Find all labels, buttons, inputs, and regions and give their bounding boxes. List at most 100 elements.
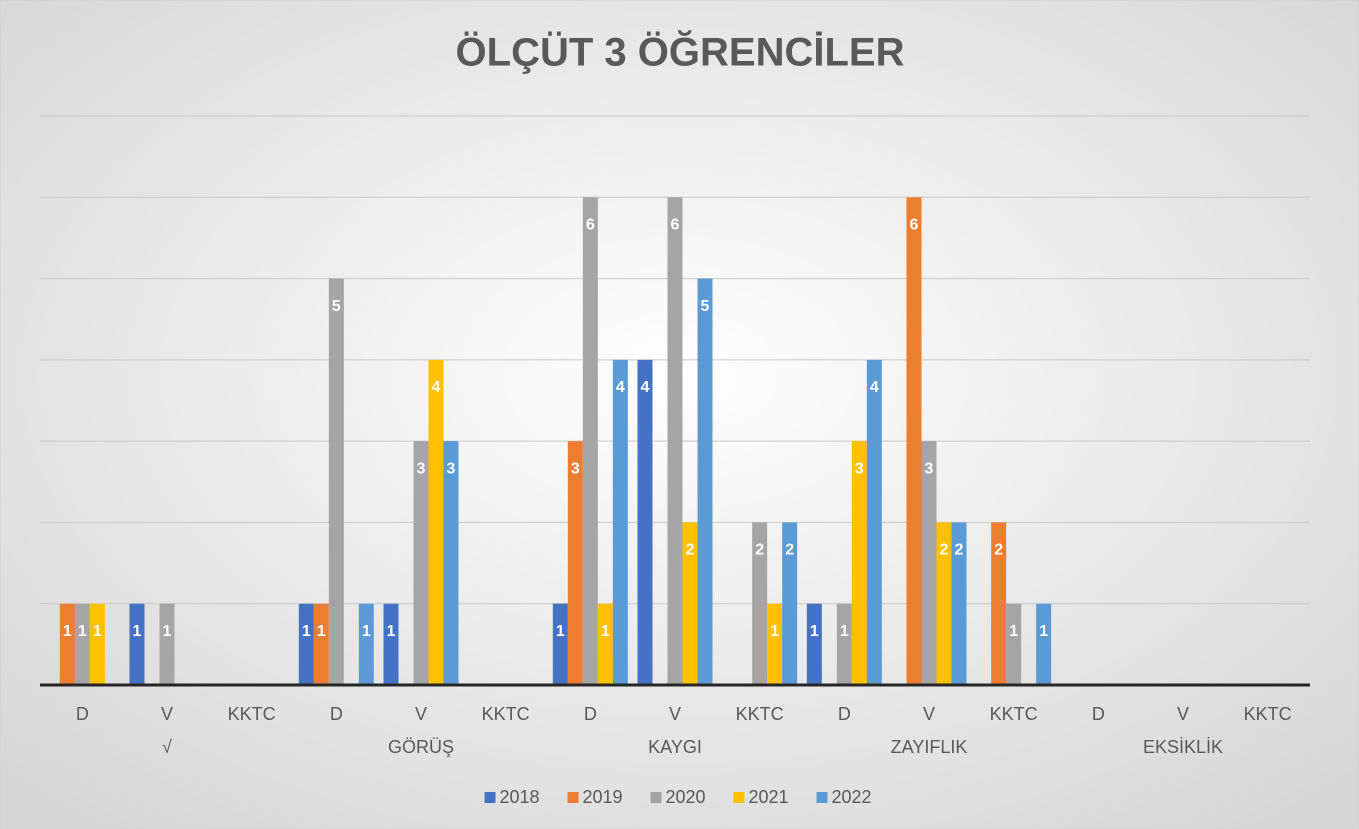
bar: [836, 603, 852, 685]
chart-title: ÖLÇÜT 3 ÖĞRENCİLER: [456, 29, 905, 75]
x-tick-label: D: [838, 704, 851, 724]
bar: [637, 359, 653, 685]
value-label: 1: [770, 623, 779, 640]
group-label: ZAYIFLIK: [891, 737, 968, 757]
value-label: 4: [432, 379, 441, 396]
value-label: 4: [616, 379, 625, 396]
x-tick-label: V: [669, 704, 681, 724]
value-label: 3: [417, 460, 426, 477]
x-tick-label: V: [1177, 704, 1189, 724]
group-label: KAYGI: [648, 737, 702, 757]
x-tick-label: V: [161, 704, 173, 724]
legend-swatch: [733, 792, 745, 803]
value-label: 1: [1039, 623, 1048, 640]
value-label: 1: [1009, 623, 1018, 640]
bar: [59, 603, 75, 685]
legend-swatch: [816, 792, 828, 803]
bar: [313, 603, 329, 685]
value-label: 4: [641, 379, 650, 396]
value-label: 6: [671, 217, 680, 234]
value-label: 1: [163, 623, 172, 640]
bar: [413, 441, 429, 685]
legend-swatch: [484, 792, 496, 803]
value-label: 1: [362, 623, 371, 640]
legend-swatch: [650, 792, 662, 803]
x-tick-label: D: [76, 704, 89, 724]
bar: [782, 522, 798, 685]
x-tick-label: D: [330, 704, 343, 724]
bar: [328, 278, 344, 685]
bar: [74, 603, 90, 685]
value-label: 4: [870, 379, 879, 396]
value-label: 1: [810, 623, 819, 640]
bar: [697, 278, 713, 685]
value-label: 1: [133, 623, 142, 640]
bar: [129, 603, 145, 685]
group-label: EKSİKLİK: [1143, 737, 1223, 757]
bar: [682, 522, 698, 685]
bar: [582, 197, 598, 686]
value-label: 6: [910, 217, 919, 234]
x-tick-label: KKTC: [482, 704, 530, 724]
value-label: 3: [447, 460, 456, 477]
value-label: 2: [686, 542, 695, 559]
value-label: 1: [601, 623, 610, 640]
bar: [597, 603, 613, 685]
x-tick-label: V: [415, 704, 427, 724]
bar: [552, 603, 568, 685]
bar: [612, 359, 628, 685]
bar: [428, 359, 444, 685]
x-tick-label: KKTC: [736, 704, 784, 724]
value-label: 1: [63, 623, 72, 640]
bar: [443, 441, 459, 685]
x-tick-label: KKTC: [228, 704, 276, 724]
legend-label: 2019: [583, 787, 623, 807]
legend-label: 2018: [500, 787, 540, 807]
value-label: 5: [332, 298, 341, 315]
value-label: 3: [571, 460, 580, 477]
value-label: 1: [302, 623, 311, 640]
bar: [567, 441, 583, 685]
x-tick-label: D: [584, 704, 597, 724]
value-label: 1: [78, 623, 87, 640]
bar: [1036, 603, 1052, 685]
bar: [906, 197, 922, 686]
value-label: 1: [387, 623, 396, 640]
value-label: 2: [755, 542, 764, 559]
legend-label: 2022: [832, 787, 872, 807]
value-label: 6: [586, 217, 595, 234]
group-label: √: [162, 737, 172, 757]
x-tick-label: KKTC: [990, 704, 1038, 724]
bar: [667, 197, 683, 686]
value-label: 2: [994, 542, 1003, 559]
value-label: 2: [955, 542, 964, 559]
legend-swatch: [567, 792, 579, 803]
bar: [383, 603, 399, 685]
bar: [752, 522, 768, 685]
value-label: 2: [940, 542, 949, 559]
value-label: 3: [855, 460, 864, 477]
bar: [1006, 603, 1022, 685]
group-label: GÖRÜŞ: [388, 737, 454, 757]
bar: [159, 603, 175, 685]
legend-label: 2021: [749, 787, 789, 807]
x-tick-label: V: [923, 704, 935, 724]
bar: [358, 603, 374, 685]
legend-label: 2020: [666, 787, 706, 807]
value-label: 1: [840, 623, 849, 640]
bar: [89, 603, 105, 685]
value-label: 3: [925, 460, 934, 477]
bar: [298, 603, 314, 685]
bar: [951, 522, 967, 685]
bar: [921, 441, 937, 685]
bar: [936, 522, 952, 685]
value-label: 1: [317, 623, 326, 640]
x-tick-label: D: [1092, 704, 1105, 724]
bar: [806, 603, 822, 685]
bar: [866, 359, 882, 685]
x-tick-label: KKTC: [1244, 704, 1292, 724]
value-label: 5: [701, 298, 710, 315]
value-label: 1: [93, 623, 102, 640]
